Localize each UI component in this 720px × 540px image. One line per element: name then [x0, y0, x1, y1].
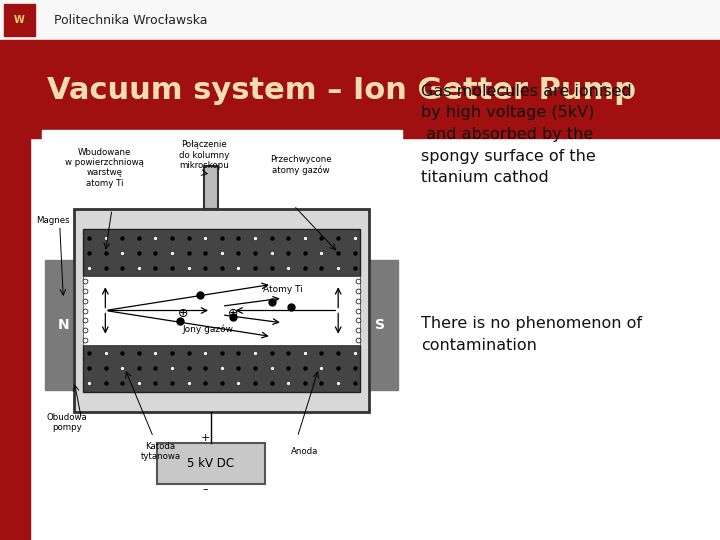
Text: ⊕: ⊕ — [178, 307, 188, 320]
Text: There is no phenomenon of
contamination: There is no phenomenon of contamination — [421, 316, 642, 353]
Text: Vacuum system – Ion Getter Pump: Vacuum system – Ion Getter Pump — [47, 77, 636, 105]
Bar — [362, 260, 398, 390]
Bar — [45, 260, 81, 390]
Text: Połączenie
do kolumny
mikroskopu: Połączenie do kolumny mikroskopu — [179, 140, 229, 170]
Text: Atomy Ti: Atomy Ti — [263, 285, 302, 294]
Bar — [84, 229, 361, 276]
Text: W: W — [14, 15, 24, 25]
Text: Wbudowane
w powierzchniową
warstwę
atomy Ti: Wbudowane w powierzchniową warstwę atomy… — [66, 148, 144, 188]
Text: Anoda: Anoda — [291, 447, 318, 456]
Text: Katoda
tytanowa: Katoda tytanowa — [140, 442, 181, 461]
Text: Jony gazów: Jony gazów — [182, 325, 233, 334]
Bar — [42, 130, 402, 491]
Bar — [74, 209, 369, 412]
Text: N: N — [58, 318, 69, 332]
Text: 5 kV DC: 5 kV DC — [187, 457, 235, 470]
Bar — [0, 40, 720, 44]
Text: Magnes: Magnes — [36, 215, 69, 225]
Bar — [30, 44, 720, 138]
Bar — [204, 166, 217, 209]
Bar — [84, 345, 361, 392]
Text: Obudowa
pompy: Obudowa pompy — [47, 413, 87, 433]
Text: +: + — [201, 433, 210, 443]
Text: Przechwycone
atomy gazów: Przechwycone atomy gazów — [270, 155, 332, 175]
Text: ⊕: ⊕ — [228, 307, 238, 320]
Bar — [84, 276, 361, 345]
Text: Gas molecules are ionised
by high voltage (5kV)
 and absorbed by the
spongy surf: Gas molecules are ionised by high voltag… — [421, 84, 632, 185]
Text: Politechnika Wrocławska: Politechnika Wrocławska — [54, 14, 207, 27]
Bar — [0, 0, 720, 40]
Bar — [0, 44, 30, 540]
Text: –: – — [203, 484, 208, 495]
Bar — [157, 443, 265, 484]
Text: S: S — [375, 318, 385, 332]
Bar — [4, 4, 35, 36]
